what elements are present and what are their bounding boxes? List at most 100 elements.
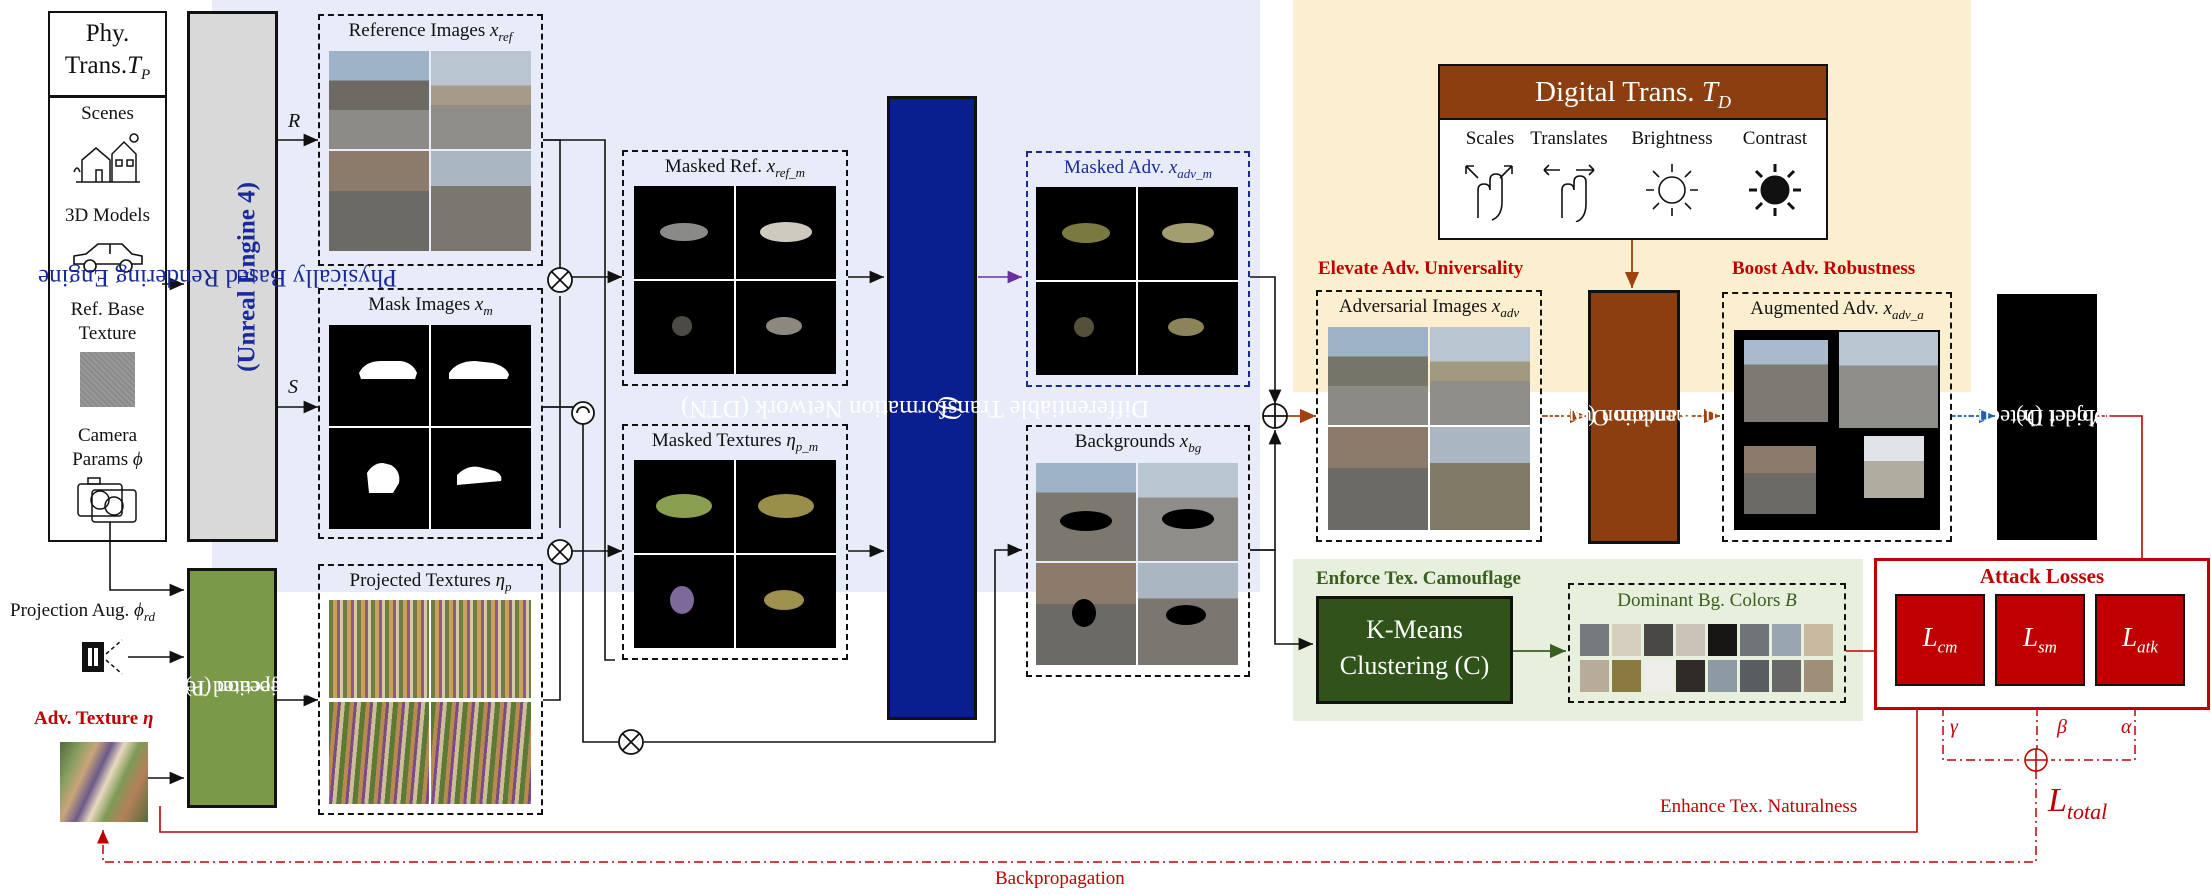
aug-adv-image-3 <box>1744 446 1816 514</box>
masked-textures-sub: p_m <box>795 438 819 454</box>
ref-image-1 <box>329 51 429 149</box>
aug-adv-image-1 <box>1744 340 1828 422</box>
adv-texture-text: Adv. Texture <box>34 708 139 729</box>
loss-cm-label: Lcm <box>1895 622 1985 657</box>
loss-atk-label: Latk <box>2095 622 2185 657</box>
camera-label: Camera Params ϕ <box>48 424 167 472</box>
backgrounds-sym: x <box>1179 431 1189 452</box>
kmeans-line1: K-Means <box>1366 615 1463 644</box>
scales-icon <box>1465 165 1513 221</box>
loss-atk-box <box>2095 594 2185 686</box>
color-swatch <box>1708 660 1737 692</box>
color-swatch <box>1772 624 1801 656</box>
projected-texture-1 <box>329 600 429 698</box>
arrow-label-r: R <box>288 110 301 132</box>
camouflage-label: Enforce Tex. Camouflage <box>1316 568 1521 589</box>
transform-translates-label: Translates <box>1530 128 1608 149</box>
rendering-engine-label: Physically Based Rendering Engine (Unrea… <box>38 11 397 542</box>
masked-adv-cars <box>1036 187 1238 375</box>
repeated-projection-label: Repeated Texture Projection (P) <box>141 568 307 808</box>
projected-texture-4 <box>431 702 531 804</box>
weight-beta: β <box>2057 716 2067 738</box>
adversarial-images-text: Adversarial Images <box>1338 296 1488 317</box>
naturalness-label: Enhance Tex. Naturalness <box>1660 796 1858 817</box>
color-swatch <box>1612 624 1641 656</box>
adv-texture-label: Adv. Texture η <box>34 708 153 730</box>
adv-image-3 <box>1328 427 1428 530</box>
total-loss-label: Ltotal <box>2048 782 2107 825</box>
background-car-holes <box>1060 509 1214 627</box>
camera-symbol: ϕ <box>132 449 143 470</box>
camera-icon <box>77 477 137 523</box>
loss-sm-label: Lsm <box>1995 622 2085 657</box>
repeated-projection-box <box>187 568 277 808</box>
loss-cm-box <box>1895 594 1985 686</box>
detector-label: Object Detection Model (h) <box>1954 294 2110 540</box>
augmented-adv-sub: adv_a <box>1892 306 1924 322</box>
masked-ref-sym: x <box>766 156 776 177</box>
color-swatch <box>1676 624 1705 656</box>
dtn-label: Differentiable Transformation Network (D… <box>681 96 1149 720</box>
ref-image-3 <box>329 151 429 251</box>
projected-textures-label: Projected Textures ηp <box>318 570 543 595</box>
mask-car-shapes <box>329 325 531 529</box>
transform-contrast-label: Contrast <box>1742 128 1808 149</box>
masked-ref-cars <box>634 186 836 374</box>
detector-box <box>1997 294 2097 540</box>
random-augmentation-box <box>1588 290 1680 544</box>
random-augmentation-label: Random Output Augmentation (A) <box>1545 290 1733 544</box>
color-swatch <box>1740 624 1769 656</box>
ref-texture-label-line1: Ref. Base <box>70 299 145 320</box>
color-swatch <box>1580 660 1609 692</box>
base-texture-swatch <box>80 352 135 407</box>
adv-texture-image <box>60 742 148 822</box>
color-swatch <box>1644 624 1673 656</box>
masked-textures-text: Masked Textures <box>651 430 782 451</box>
projection-aug-text: Projection Aug. <box>10 600 130 621</box>
mask-images-sub: m <box>483 302 493 318</box>
color-swatch <box>1740 660 1769 692</box>
phy-trans-title: Phy. Trans.TP <box>48 18 167 91</box>
projection-aug-sub: rd <box>143 608 155 624</box>
color-swatch <box>1772 660 1801 692</box>
backgrounds-label: Backgrounds xbg <box>1026 431 1250 456</box>
projected-textures-sym: η <box>495 570 505 591</box>
reference-images-label: Reference Images xref <box>318 20 543 45</box>
adv-image-2 <box>1430 327 1530 425</box>
color-swatch <box>1708 624 1737 656</box>
camera-label-line2: Params ϕ <box>48 448 167 472</box>
backprop-label: Backpropagation <box>995 868 1125 889</box>
augmented-adv-label: Augmented Adv. xadv_a <box>1722 298 1952 323</box>
kmeans-label: K-Means Clustering (C) <box>1316 612 1513 684</box>
color-swatch <box>1580 624 1609 656</box>
phy-trans-sub: P <box>141 67 151 83</box>
reference-images-box <box>318 14 543 266</box>
color-swatch <box>1644 660 1673 692</box>
masked-adv-sym: x <box>1168 157 1178 178</box>
scenes-label: Scenes <box>81 103 134 124</box>
phy-trans-line1: Phy. <box>85 20 130 47</box>
projected-texture-2 <box>431 600 531 698</box>
phy-trans-symbol: T <box>127 52 142 79</box>
camera-label-word: Params <box>72 449 129 470</box>
arrow-label-s: S <box>288 376 298 398</box>
elevate-label: Elevate Adv. Universality <box>1318 258 1524 279</box>
dominant-colors-text: Dominant Bg. Colors <box>1617 590 1781 611</box>
masked-ref-sub: ref_m <box>775 164 806 180</box>
loss-cm-sub: cm <box>1937 637 1958 657</box>
physical-transform-box <box>48 11 167 542</box>
dtn-box <box>887 96 977 720</box>
color-swatch <box>1804 624 1833 656</box>
loss-sm-box <box>1995 594 2085 686</box>
mask-images-box <box>318 288 543 539</box>
divider <box>48 95 167 98</box>
reference-images-sub: ref <box>498 28 513 44</box>
total-loss-sym: L <box>2048 782 2067 819</box>
projection-aug-label: Projection Aug. ϕrd <box>10 600 155 625</box>
augmented-adv-sym: x <box>1883 298 1892 319</box>
brightness-icon <box>1646 164 1698 216</box>
models-label: 3D Models <box>65 205 150 226</box>
reference-images-sym: x <box>489 20 499 41</box>
aug-adv-image-2 <box>1839 332 1938 428</box>
adv-image-4 <box>1430 427 1530 530</box>
